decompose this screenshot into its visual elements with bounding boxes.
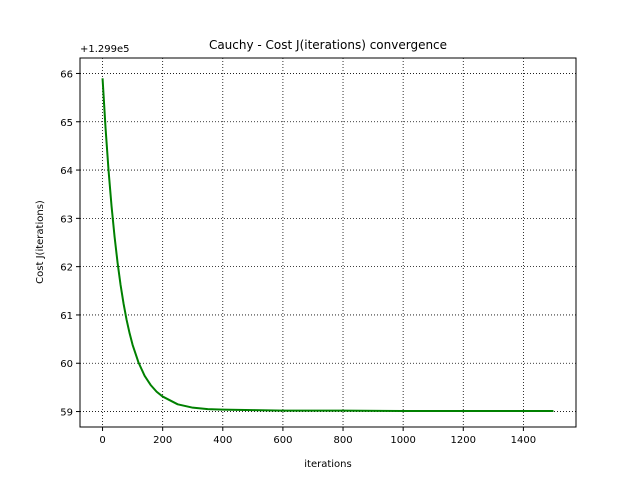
x-tick-label: 400 <box>213 435 232 446</box>
y-tick-label: 65 <box>60 118 73 129</box>
x-tick-label: 1000 <box>390 435 415 446</box>
x-tick-label: 1400 <box>511 435 536 446</box>
y-tick-label: 60 <box>60 359 73 370</box>
chart-title: Cauchy - Cost J(iterations) convergence <box>209 38 447 52</box>
y-offset-label: +1.299e5 <box>80 44 130 55</box>
y-tick-label: 61 <box>60 311 73 322</box>
y-axis: 59 60 61 62 63 64 65 66 <box>60 69 80 419</box>
plot-frame <box>79 57 577 428</box>
x-tick-label: 600 <box>273 435 292 446</box>
x-tick-label: 200 <box>153 435 172 446</box>
x-tick-label: 800 <box>333 435 352 446</box>
y-tick-label: 63 <box>60 214 73 225</box>
x-axis: 0 200 400 600 800 1000 1200 1400 <box>99 427 536 446</box>
y-tick-label: 62 <box>60 263 73 274</box>
x-tick-label: 1200 <box>451 435 476 446</box>
grid <box>80 58 576 427</box>
y-tick-label: 59 <box>60 408 73 419</box>
x-tick-label: 0 <box>99 435 105 446</box>
y-axis-label: Cost J(iterations) <box>35 200 46 284</box>
y-tick-label: 66 <box>60 69 73 80</box>
series-line <box>101 78 554 413</box>
x-axis-label: iterations <box>304 459 351 470</box>
series-layer <box>101 78 554 413</box>
y-tick-label: 64 <box>60 166 73 177</box>
